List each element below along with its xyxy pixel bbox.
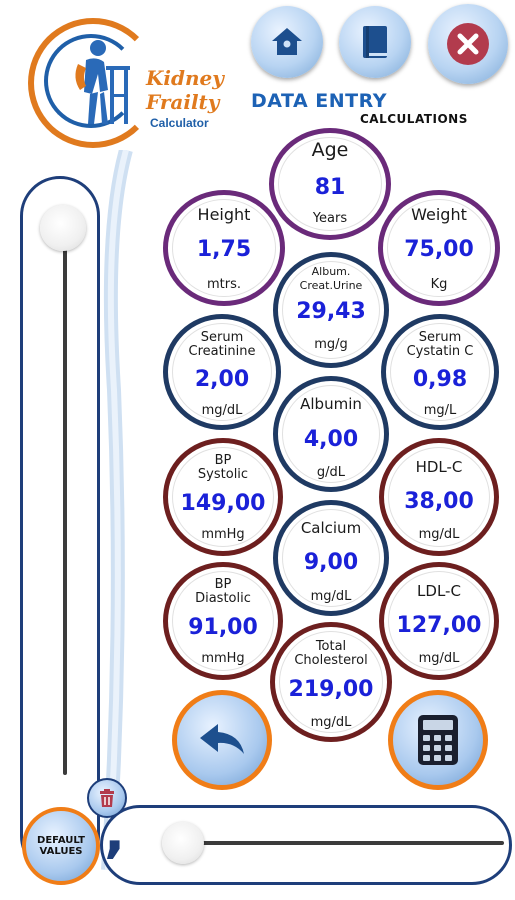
logo-word-calculator: Calculator [150, 116, 209, 130]
height-field[interactable]: Height 1,75 mtrs. [163, 190, 285, 306]
total-cholesterol-label-1: Total [315, 639, 347, 654]
calculator-icon [418, 715, 458, 765]
logo-word-kidney: Kidney [146, 66, 224, 90]
bp-diastolic-label-1: BP [214, 577, 232, 592]
decorative-swoosh [101, 150, 133, 870]
weight-unit: Kg [430, 277, 448, 292]
delete-button[interactable] [87, 778, 127, 818]
age-field[interactable]: Age 81 Years [269, 128, 391, 240]
hdl-c-value: 38,00 [404, 489, 474, 514]
trash-icon [100, 789, 114, 807]
serum-creatinine-unit: mg/dL [201, 403, 243, 418]
total-cholesterol-unit: mg/dL [310, 715, 352, 730]
album-creat-label-2: Creat.Urine [299, 279, 363, 292]
calcium-label: Calcium [300, 519, 362, 537]
height-label: Height [197, 205, 251, 224]
app-logo: Kidney Frailty Calculator [20, 14, 235, 148]
bp-systolic-label-2: Systolic [197, 467, 249, 482]
calcium-value: 9,00 [303, 550, 359, 575]
calcium-unit: mg/dL [310, 589, 352, 604]
bp-diastolic-unit: mmHg [201, 651, 245, 666]
horizontal-slider-track[interactable] [178, 841, 504, 845]
height-value: 1,75 [196, 237, 252, 262]
ldl-c-value: 127,00 [396, 613, 482, 638]
book-icon [363, 26, 387, 58]
calcium-field[interactable]: Calcium 9,00 mg/dL [273, 500, 389, 616]
back-arrow-icon [200, 724, 244, 754]
ldl-c-unit: mg/dL [418, 651, 460, 666]
calculate-button[interactable] [388, 690, 488, 790]
logo-ring-outer [28, 18, 158, 148]
bp-diastolic-field[interactable]: BP Diastolic 91,00 mmHg [163, 562, 283, 680]
default-values-button[interactable]: DEFAULT VALUES [22, 807, 100, 885]
serum-cystatin-field[interactable]: Serum Cystatin C 0,98 mg/L [381, 314, 499, 430]
albumin-label: Albumin [300, 395, 362, 413]
vertical-slider-thumb[interactable] [40, 205, 86, 251]
bp-diastolic-label-2: Diastolic [195, 591, 251, 606]
serum-creatinine-label-2: Creatinine [188, 344, 256, 359]
logo-word-frailty: Frailty [146, 90, 220, 114]
hdl-c-unit: mg/dL [418, 527, 460, 542]
ldl-c-label: LDL-C [417, 582, 461, 600]
age-value: 81 [314, 175, 346, 200]
default-values-label-1: DEFAULT [37, 835, 85, 846]
weight-field[interactable]: Weight 75,00 Kg [378, 190, 500, 306]
total-cholesterol-field[interactable]: Total Cholesterol 219,00 mg/dL [270, 622, 392, 742]
home-icon [272, 28, 302, 55]
total-cholesterol-value: 219,00 [288, 677, 374, 702]
close-icon [447, 23, 489, 65]
serum-cystatin-label-1: Serum [418, 330, 462, 345]
vertical-slider-track[interactable] [63, 220, 67, 775]
age-unit: Years [312, 211, 348, 226]
serum-creatinine-value: 2,00 [194, 367, 250, 392]
bp-systolic-value: 149,00 [180, 491, 266, 516]
serum-cystatin-value: 0,98 [412, 367, 468, 392]
bp-diastolic-value: 91,00 [188, 615, 258, 640]
serum-creatinine-label-1: Serum [200, 330, 244, 345]
elderly-walker-icon [75, 40, 130, 124]
albumin-value: 4,00 [303, 427, 359, 452]
logo-ring-inner [44, 34, 138, 128]
album-creat-value: 29,43 [296, 299, 366, 324]
albumin-creatinine-urine-field[interactable]: Album. Creat.Urine 29,43 mg/g [273, 252, 389, 368]
bp-systolic-field[interactable]: BP Systolic 149,00 mmHg [163, 438, 283, 556]
serum-cystatin-unit: mg/L [423, 403, 457, 418]
page-subtitle: CALCULATIONS [360, 112, 468, 126]
height-unit: mtrs. [206, 277, 241, 292]
total-cholesterol-label-2: Cholesterol [294, 653, 368, 668]
close-button[interactable] [428, 4, 508, 84]
album-creat-unit: mg/g [314, 337, 348, 352]
age-label: Age [311, 139, 349, 161]
album-creat-label-1: Album. [311, 265, 351, 278]
serum-creatinine-field[interactable]: Serum Creatinine 2,00 mg/dL [163, 314, 281, 430]
default-values-label-2: VALUES [39, 846, 83, 857]
bp-systolic-unit: mmHg [201, 527, 245, 542]
guide-button[interactable] [339, 6, 411, 78]
albumin-unit: g/dL [316, 465, 346, 480]
horizontal-slider-thumb[interactable] [162, 822, 204, 864]
page-title: DATA ENTRY [251, 90, 387, 112]
hdl-c-field[interactable]: HDL-C 38,00 mg/dL [379, 438, 499, 556]
vertical-slider-frame [20, 176, 100, 876]
serum-cystatin-label-2: Cystatin C [406, 344, 474, 359]
bp-systolic-label-1: BP [214, 453, 232, 468]
weight-label: Weight [411, 205, 467, 224]
home-button[interactable] [251, 6, 323, 78]
hdl-c-label: HDL-C [415, 458, 463, 476]
back-button[interactable] [172, 690, 272, 790]
ldl-c-field[interactable]: LDL-C 127,00 mg/dL [379, 562, 499, 680]
weight-value: 75,00 [404, 237, 474, 262]
albumin-field[interactable]: Albumin 4,00 g/dL [273, 376, 389, 492]
